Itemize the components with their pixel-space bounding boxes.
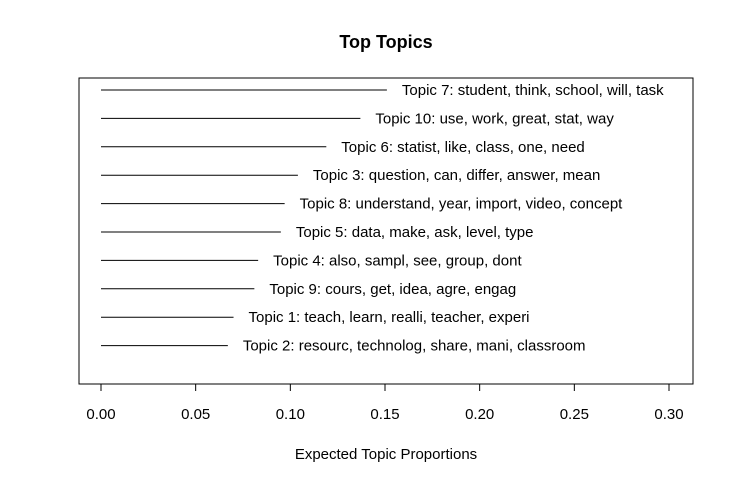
x-tick-label: 0.10 xyxy=(276,406,305,423)
topic-label: Topic 9: cours, get, idea, agre, engag xyxy=(269,281,516,298)
topic-label: Topic 6: statist, like, class, one, need xyxy=(341,139,584,156)
topic-label: Topic 8: understand, year, import, video… xyxy=(300,196,624,213)
topic-label: Topic 2: resourc, technolog, share, mani… xyxy=(243,338,586,355)
x-axis-label: Expected Topic Proportions xyxy=(295,446,477,463)
x-tick-label: 0.15 xyxy=(370,406,399,423)
topic-label: Topic 10: use, work, great, stat, way xyxy=(375,110,614,127)
x-tick-label: 0.30 xyxy=(654,406,683,423)
topic-label: Topic 7: student, think, school, will, t… xyxy=(402,82,664,99)
x-tick-label: 0.00 xyxy=(86,406,115,423)
x-tick-label: 0.25 xyxy=(560,406,589,423)
chart-title: Top Topics xyxy=(339,32,432,52)
topic-label: Topic 4: also, sampl, see, group, dont xyxy=(273,252,522,269)
bars-group: Topic 7: student, think, school, will, t… xyxy=(101,82,664,355)
x-axis: 0.00 0.05 0.10 0.15 0.20 0.25 0.30 xyxy=(86,383,684,423)
topic-label: Topic 1: teach, learn, realli, teacher, … xyxy=(249,309,530,326)
x-tick-label: 0.20 xyxy=(465,406,494,423)
topic-label: Topic 5: data, make, ask, level, type xyxy=(296,224,534,241)
topic-label: Topic 3: question, can, differ, answer, … xyxy=(313,167,600,184)
x-tick-label: 0.05 xyxy=(181,406,210,423)
